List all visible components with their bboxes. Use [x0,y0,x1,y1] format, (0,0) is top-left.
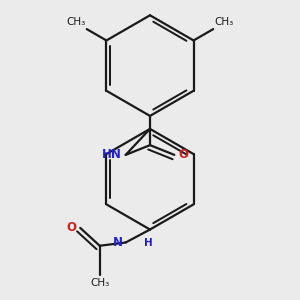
Text: N: N [113,236,123,249]
Text: O: O [66,221,76,234]
Text: CH₃: CH₃ [66,17,85,28]
Text: CH₃: CH₃ [215,17,234,28]
Text: CH₃: CH₃ [90,278,109,288]
Text: O: O [178,148,189,161]
Text: H: H [143,238,152,248]
Text: HN: HN [102,148,122,161]
